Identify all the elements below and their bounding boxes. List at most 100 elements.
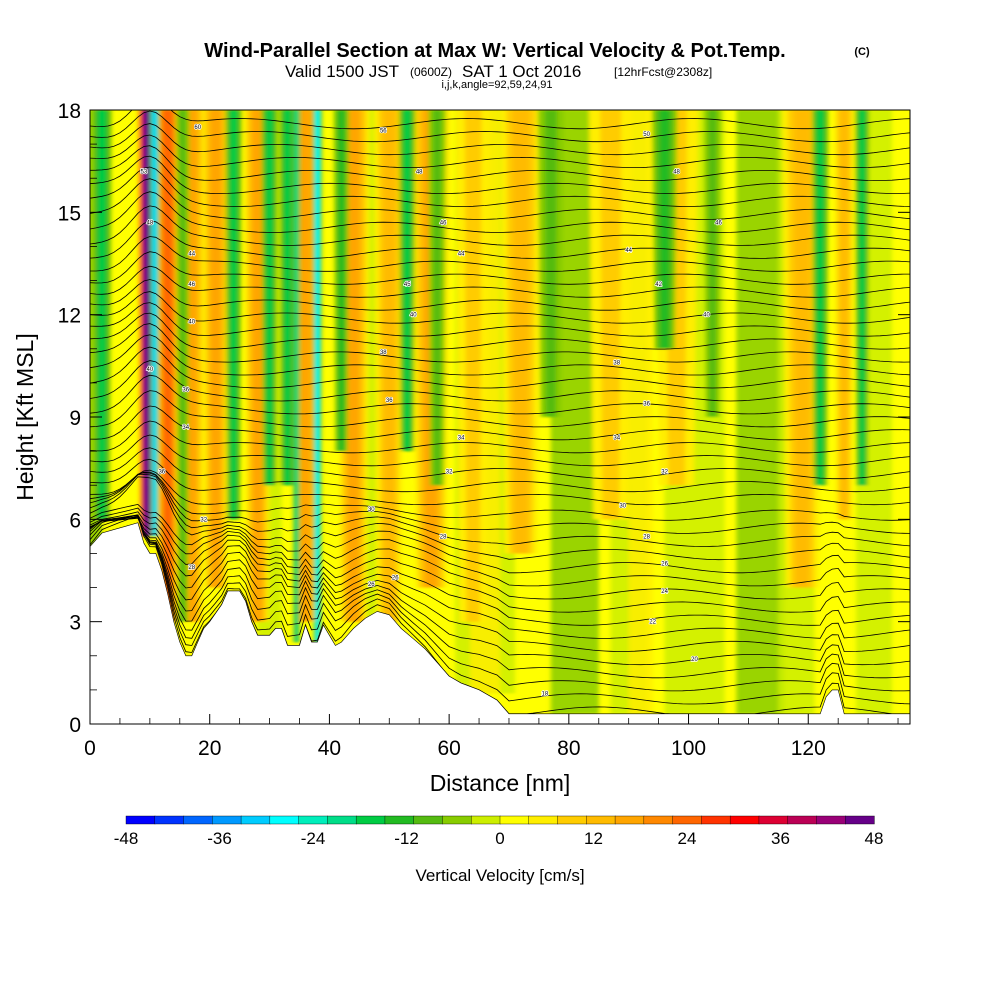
contour-label: 28 xyxy=(188,565,195,571)
y-tick-label: 0 xyxy=(69,714,81,737)
theta-contour xyxy=(90,251,910,285)
contour-label: 48 xyxy=(673,169,680,175)
contour-label: 36 xyxy=(386,398,393,404)
x-tick-label: 20 xyxy=(198,737,221,760)
theta-contour xyxy=(90,302,910,337)
contour-label: 34 xyxy=(458,435,465,441)
subtitle-date: SAT 1 Oct 2016 xyxy=(462,62,581,81)
theta-contour xyxy=(90,155,910,195)
downdraft-mark xyxy=(432,110,442,486)
chart-title: Wind-Parallel Section at Max W: Vertical… xyxy=(204,40,785,62)
background-band xyxy=(736,110,785,714)
theta-contour xyxy=(90,469,910,506)
theta-contour xyxy=(90,516,910,626)
contour-label: 28 xyxy=(440,534,447,540)
contour-label: 45 xyxy=(404,282,411,288)
colorbar-swatch xyxy=(240,815,271,825)
colorbar xyxy=(125,815,875,825)
theta-contour xyxy=(90,507,910,587)
updraft-mark xyxy=(464,110,482,622)
theta-contour xyxy=(90,374,910,415)
colorbar-tick-label: 24 xyxy=(678,829,697,848)
colorbar-tick-label: 48 xyxy=(865,829,884,848)
theta-contour xyxy=(90,514,910,613)
theta-contour xyxy=(90,291,910,324)
contour-label: 32 xyxy=(446,470,453,476)
downdraft-mark xyxy=(544,110,558,417)
theta-contour xyxy=(90,323,910,363)
colorbar-swatch xyxy=(499,815,530,825)
contour-label: 40 xyxy=(188,319,195,325)
updraft-mark xyxy=(252,110,263,622)
theta-contour xyxy=(90,511,910,600)
theta-contour xyxy=(90,178,910,220)
downdraft-mark xyxy=(338,110,345,452)
terrain-mask xyxy=(90,522,910,724)
theta-contour xyxy=(90,110,910,143)
y-tick-label: 15 xyxy=(58,202,81,225)
y-axis-label: Height [Kft MSL] xyxy=(12,333,38,500)
downdraft-mark xyxy=(284,110,291,486)
theta-contour xyxy=(90,312,910,350)
x-tick-label: 120 xyxy=(791,737,826,760)
colorbar-tick-label: -36 xyxy=(207,829,232,848)
colorbar-swatch xyxy=(672,815,702,825)
downdraft-mark xyxy=(859,110,865,486)
theta-contour xyxy=(90,434,910,467)
contour-label: 38 xyxy=(613,360,620,366)
colorbar-swatch xyxy=(729,815,760,825)
contour-label: 46 xyxy=(188,282,195,288)
theta-contour xyxy=(90,473,910,547)
contour-label: 60 xyxy=(194,125,201,131)
contour-label: 44 xyxy=(188,251,195,257)
contour-label: 18 xyxy=(542,691,549,697)
y-tick-label: 12 xyxy=(58,305,81,328)
colorbar-swatch xyxy=(758,815,789,825)
colorbar-tick-label: -12 xyxy=(394,829,419,848)
colorbar-swatch xyxy=(557,815,587,825)
updraft-mark xyxy=(382,110,396,622)
colorbar-tick-label: 12 xyxy=(584,829,603,848)
x-axis-label: Distance [nm] xyxy=(430,770,571,796)
colorbar-swatch xyxy=(125,815,156,825)
colorbar-swatch xyxy=(183,815,213,825)
updraft-mark xyxy=(143,110,151,537)
colorbar-swatch xyxy=(643,815,674,825)
contour-label: 48 xyxy=(416,169,423,175)
contour-label: 26 xyxy=(392,575,399,581)
colorbar-swatch xyxy=(154,815,185,825)
section-info: i,j,k,angle=92,59,24,91 xyxy=(441,79,552,91)
theta-contour xyxy=(90,134,910,168)
y-tick-label: 3 xyxy=(69,612,81,635)
theta-contour xyxy=(90,166,910,207)
contour-label: 40 xyxy=(147,367,154,373)
theta-contour xyxy=(90,503,910,574)
colorbar-swatch xyxy=(586,815,616,825)
contour-label: 30 xyxy=(368,507,375,513)
colorbar-ticks: -48 -36 -24 -12 0 12 24 36 48 xyxy=(114,829,884,848)
downdraft-mark xyxy=(179,110,186,622)
colorbar-swatch xyxy=(701,815,731,825)
contour-label: 38 xyxy=(380,350,387,356)
updraft-mark xyxy=(163,110,173,622)
colorbar-swatch xyxy=(298,815,328,825)
contour-label: 42 xyxy=(655,282,662,288)
contour-label: 34 xyxy=(613,435,620,441)
theta-contour xyxy=(90,472,910,534)
colorbar-swatch xyxy=(442,815,472,825)
updraft-mark xyxy=(600,110,622,520)
theta-contour xyxy=(90,279,910,311)
theta-contour xyxy=(90,514,910,692)
contour-label: 56 xyxy=(380,128,387,134)
colorbar-label: Vertical Velocity [cm/s] xyxy=(415,866,584,885)
colorbar-swatch xyxy=(384,815,415,825)
downdraft-mark xyxy=(404,110,411,452)
contour-label: 40 xyxy=(410,313,417,319)
downdraft-mark xyxy=(659,110,670,349)
colorbar-swatch xyxy=(355,815,386,825)
theta-contour xyxy=(90,458,910,493)
theta-contour xyxy=(90,476,910,561)
downdraft-mark xyxy=(295,110,298,643)
colorbar-swatch xyxy=(787,815,818,825)
